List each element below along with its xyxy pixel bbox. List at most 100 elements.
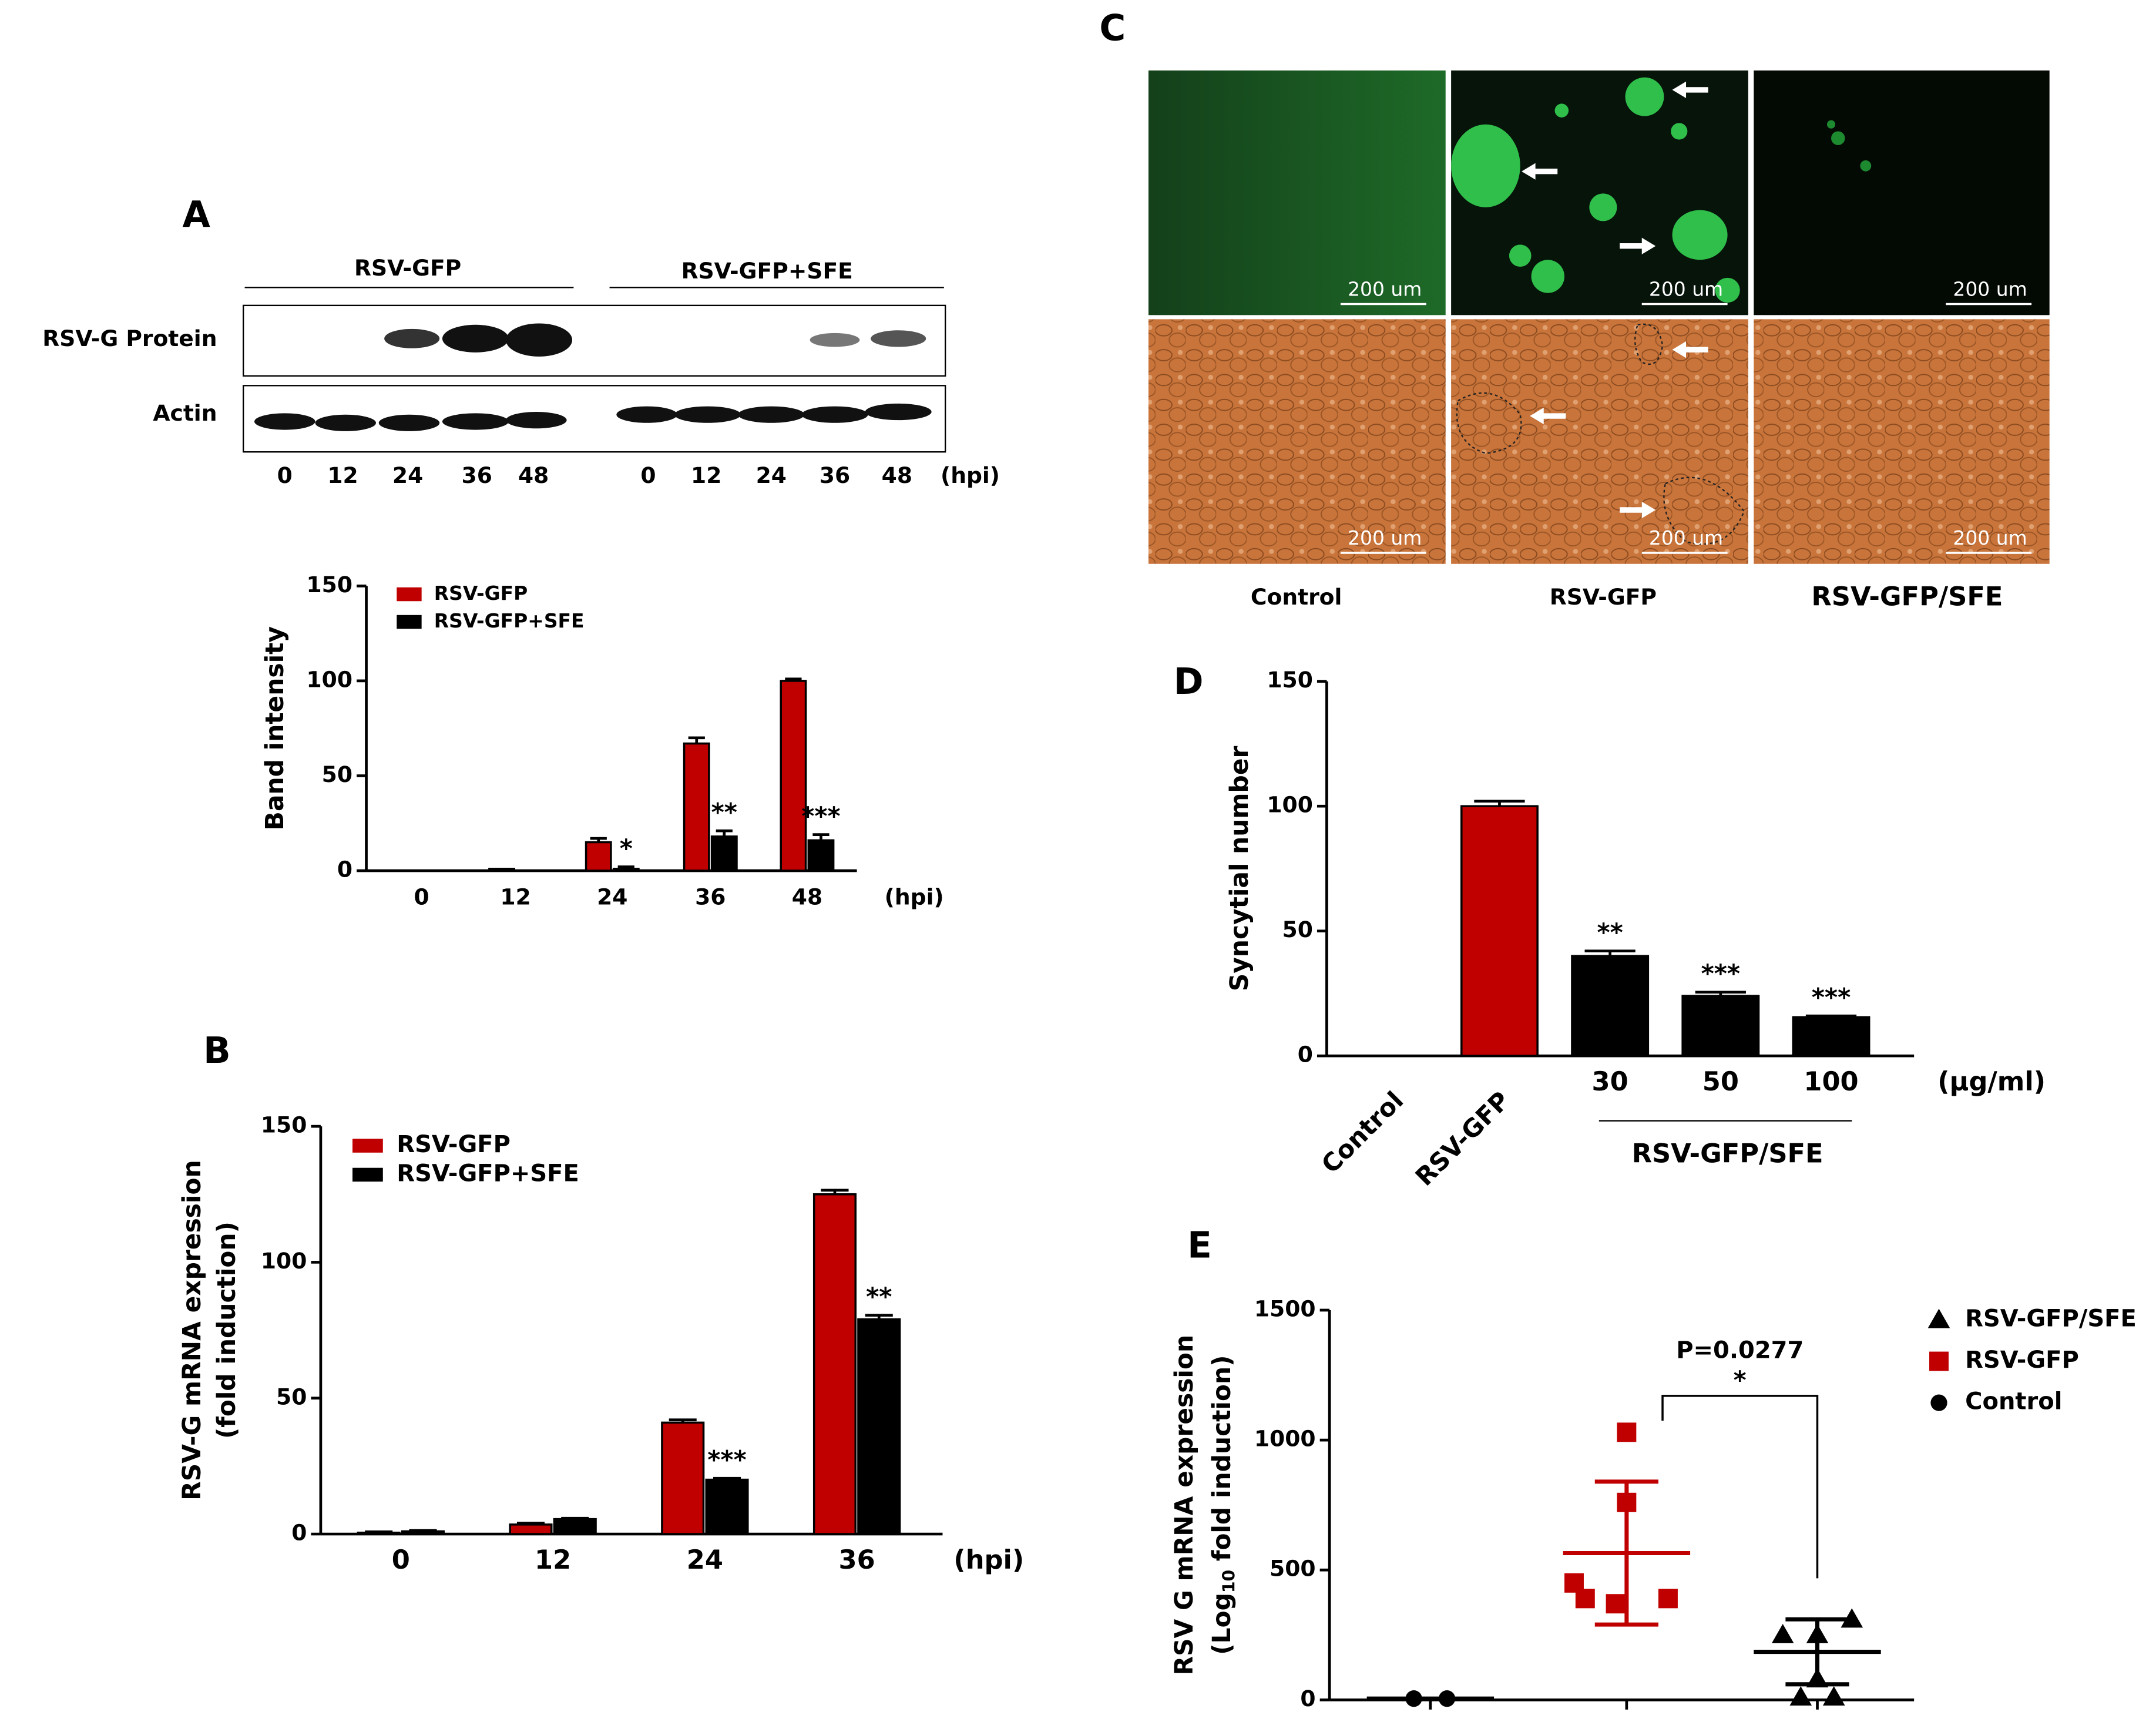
data-point: [1658, 1589, 1678, 1609]
y-tick-label: 50: [322, 761, 352, 787]
fluorescence-image: [1148, 70, 1446, 315]
legend-label: RSV-GFP: [434, 582, 528, 605]
scale-bar-label: 200 um: [1348, 277, 1422, 300]
lane-label: 12: [691, 462, 721, 488]
y-tick-label: 50: [276, 1384, 307, 1409]
lane-label: 48: [882, 462, 912, 488]
panel-letter: A: [183, 194, 211, 236]
bar: [1460, 805, 1539, 1057]
y-tick-label: 150: [306, 572, 352, 598]
bar: [612, 867, 640, 872]
lane-unit: (hpi): [941, 462, 1000, 488]
scale-bar-label: 200 um: [1649, 526, 1723, 549]
significance-bracket: [1661, 1395, 1819, 1579]
legend-label: RSV-GFP/SFE: [1965, 1305, 2137, 1332]
significance: **: [1597, 918, 1623, 947]
x-tick-label: 48: [792, 884, 822, 910]
x-tick-label: 0: [392, 1545, 410, 1575]
bar: [807, 839, 835, 872]
green-cells: [1451, 77, 1740, 303]
condition-label: RSV-GFP: [1550, 584, 1657, 610]
lane-label: 36: [820, 462, 850, 488]
panel-letter: E: [1187, 1225, 1212, 1267]
x-tick-label: 0: [414, 884, 429, 910]
green-cells: [1826, 120, 1872, 172]
x-unit: (hpi): [953, 1545, 1024, 1575]
blot-group: RSV-GFP+SFE: [681, 258, 853, 284]
x-tick-label: 100: [1804, 1066, 1858, 1097]
significance: ***: [1812, 983, 1851, 1012]
legend-swatch: [397, 587, 422, 602]
legend-marker: [1927, 1308, 1950, 1328]
bar: [1681, 995, 1760, 1057]
significance: *: [620, 834, 633, 863]
y-axis-title-part: 10: [1220, 1570, 1239, 1593]
legend-label: RSV-GFP+SFE: [434, 609, 585, 632]
y-tick-label: 150: [261, 1112, 307, 1138]
x-tick-label: Control: [1316, 1086, 1409, 1179]
y-axis-title: RSV-G mRNA expression: [177, 1160, 206, 1500]
bar: [553, 1518, 597, 1535]
legend-swatch: [352, 1167, 383, 1182]
panel-letter: B: [203, 1030, 231, 1072]
y-tick-label: 50: [1282, 917, 1313, 942]
blot-group: RSV-GFP: [354, 255, 461, 281]
bar: [509, 1523, 553, 1535]
bar: [661, 1421, 705, 1535]
legend-marker: [1929, 1351, 1949, 1371]
y-tick-label: 0: [337, 856, 352, 882]
brightfield-image: [1451, 319, 1748, 564]
bar: [585, 841, 612, 872]
x-tick-label: 30: [1592, 1066, 1628, 1097]
panel-letter: D: [1174, 661, 1204, 703]
y-axis-title: Band intensity: [260, 626, 289, 830]
data-point: [1771, 1623, 1794, 1643]
fluorescence-image: [1754, 70, 2050, 315]
arrows: [1522, 81, 1708, 519]
legend-label: RSV-GFP: [1965, 1347, 2079, 1374]
group-label: RSV-GFP/SFE: [1632, 1139, 1823, 1169]
data-point: [1564, 1573, 1584, 1593]
significance: **: [711, 798, 737, 827]
bar: [812, 1193, 857, 1535]
brightfield-image: [1754, 319, 2050, 564]
bar: [1571, 955, 1650, 1057]
data-point: [1789, 1686, 1812, 1706]
y-tick-label: 150: [1267, 667, 1313, 693]
western-blot: RSV-GFP RSV-GFP+SFE RSV-G Protein Actin …: [42, 255, 1000, 488]
y-axis-title-part: fold induction): [1207, 1355, 1235, 1570]
x-unit: (μg/ml): [1937, 1066, 2046, 1097]
x-tick-label: 50: [1702, 1066, 1739, 1097]
scale-bar-label: 200 um: [1953, 277, 2027, 300]
x-tick-label: 12: [500, 884, 530, 910]
y-tick-label: 1000: [1254, 1426, 1316, 1452]
significance: ***: [707, 1446, 746, 1475]
x-tick-label: 36: [695, 884, 726, 910]
lane-label: 0: [277, 462, 293, 488]
legend-label: RSV-GFP+SFE: [397, 1160, 579, 1187]
y-tick-label: 0: [1298, 1042, 1313, 1068]
condition-label: Control: [1251, 584, 1342, 610]
bar: [1792, 1016, 1870, 1057]
bar: [710, 835, 738, 872]
data-point: [1606, 1594, 1626, 1614]
significance: *: [1734, 1366, 1747, 1395]
legend-label: Control: [1965, 1388, 2062, 1415]
legend-swatch: [397, 615, 422, 629]
x-tick-label: 12: [535, 1545, 571, 1575]
brightfield-image: [1148, 319, 1446, 564]
y-tick-label: 0: [1300, 1686, 1315, 1711]
scale-bar-label: 200 um: [1953, 526, 2027, 549]
x-tick-label: RSV-GFP: [1410, 1086, 1516, 1191]
scale-bar-label: 200 um: [1348, 526, 1422, 549]
x-unit: (hpi): [885, 884, 944, 910]
data-point: [1617, 1422, 1637, 1442]
blot-row: RSV-G Protein: [42, 325, 217, 351]
lane-label: 12: [327, 462, 358, 488]
condition-label: RSV-GFP/SFE: [1811, 582, 2003, 612]
y-tick-label: 500: [1270, 1556, 1316, 1582]
y-axis-title: (fold induction): [212, 1221, 241, 1439]
blot-row: Actin: [153, 400, 217, 426]
bar: [683, 742, 710, 872]
significance: ***: [801, 802, 840, 831]
